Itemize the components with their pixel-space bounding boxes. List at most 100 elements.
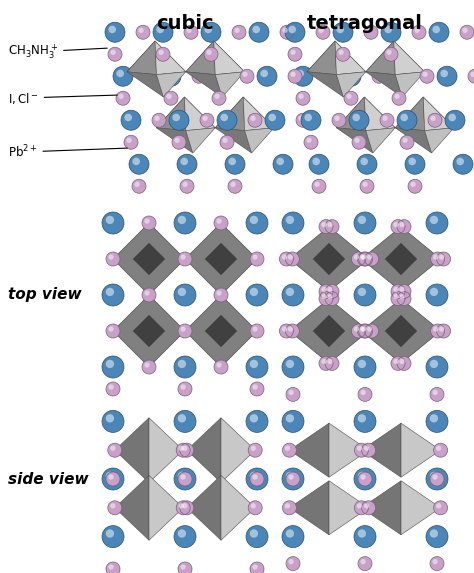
Circle shape: [174, 468, 196, 490]
Circle shape: [288, 390, 294, 395]
Circle shape: [204, 47, 218, 61]
Circle shape: [439, 327, 444, 332]
Circle shape: [360, 559, 366, 564]
Circle shape: [430, 387, 444, 402]
Circle shape: [386, 50, 392, 55]
Circle shape: [113, 66, 133, 87]
Circle shape: [228, 179, 242, 193]
Circle shape: [282, 284, 304, 306]
Circle shape: [352, 113, 360, 121]
Polygon shape: [365, 97, 395, 131]
Circle shape: [397, 284, 411, 299]
Polygon shape: [149, 476, 183, 540]
Circle shape: [220, 113, 228, 121]
Circle shape: [177, 154, 197, 174]
Circle shape: [124, 113, 132, 121]
Circle shape: [430, 116, 436, 121]
Circle shape: [106, 382, 120, 396]
Circle shape: [109, 254, 114, 260]
Circle shape: [282, 468, 304, 490]
Circle shape: [319, 28, 324, 33]
Circle shape: [142, 216, 156, 230]
Circle shape: [180, 179, 194, 193]
Polygon shape: [156, 97, 186, 131]
Circle shape: [301, 110, 321, 130]
Circle shape: [360, 390, 366, 395]
Circle shape: [352, 135, 366, 149]
Circle shape: [181, 474, 186, 480]
Circle shape: [282, 327, 287, 332]
Circle shape: [174, 284, 196, 306]
Circle shape: [169, 110, 189, 130]
Circle shape: [360, 179, 374, 193]
Circle shape: [426, 356, 448, 378]
Circle shape: [374, 72, 380, 77]
Circle shape: [286, 414, 294, 422]
Polygon shape: [156, 128, 193, 153]
Polygon shape: [335, 41, 366, 74]
Circle shape: [106, 414, 114, 422]
Circle shape: [192, 69, 206, 83]
Polygon shape: [156, 72, 186, 97]
Circle shape: [434, 443, 447, 457]
Text: $\rm Pb^{2+}$: $\rm Pb^{2+}$: [8, 144, 127, 160]
Polygon shape: [366, 72, 402, 97]
Polygon shape: [115, 418, 149, 482]
Polygon shape: [186, 72, 222, 97]
Polygon shape: [113, 295, 185, 367]
Circle shape: [432, 390, 438, 395]
Polygon shape: [307, 72, 343, 97]
Circle shape: [363, 182, 368, 187]
Circle shape: [156, 26, 164, 33]
Circle shape: [432, 474, 438, 480]
Circle shape: [276, 158, 284, 165]
Circle shape: [201, 22, 221, 42]
Circle shape: [282, 410, 304, 433]
Circle shape: [362, 443, 375, 457]
Circle shape: [433, 327, 438, 332]
Polygon shape: [186, 41, 215, 72]
Circle shape: [174, 410, 196, 433]
Circle shape: [106, 216, 114, 224]
Circle shape: [184, 25, 198, 39]
Circle shape: [265, 110, 285, 130]
Circle shape: [250, 562, 264, 573]
Circle shape: [282, 525, 304, 548]
Polygon shape: [361, 226, 441, 292]
Circle shape: [436, 446, 441, 451]
Circle shape: [400, 359, 405, 364]
Circle shape: [397, 356, 411, 370]
Circle shape: [106, 562, 120, 573]
Polygon shape: [313, 315, 345, 347]
Circle shape: [293, 66, 313, 87]
Circle shape: [225, 154, 245, 174]
Circle shape: [152, 113, 166, 127]
Text: tetragonal: tetragonal: [307, 14, 423, 33]
Circle shape: [181, 327, 186, 332]
Circle shape: [249, 22, 269, 42]
Circle shape: [405, 154, 425, 174]
Polygon shape: [127, 72, 164, 97]
Circle shape: [328, 359, 333, 364]
Circle shape: [176, 501, 190, 515]
Polygon shape: [394, 41, 425, 74]
Circle shape: [439, 254, 444, 260]
Circle shape: [325, 219, 339, 234]
Circle shape: [325, 284, 339, 299]
Circle shape: [246, 212, 268, 234]
Circle shape: [358, 556, 372, 571]
Circle shape: [106, 252, 120, 266]
Circle shape: [105, 22, 125, 42]
Circle shape: [426, 410, 448, 433]
Circle shape: [380, 113, 394, 127]
Circle shape: [178, 216, 186, 224]
Circle shape: [298, 116, 304, 121]
Circle shape: [359, 252, 373, 266]
Circle shape: [181, 254, 186, 260]
Polygon shape: [156, 97, 186, 128]
Circle shape: [383, 116, 388, 121]
Circle shape: [179, 503, 184, 508]
Polygon shape: [155, 41, 186, 74]
Circle shape: [361, 254, 366, 260]
Circle shape: [453, 154, 473, 174]
